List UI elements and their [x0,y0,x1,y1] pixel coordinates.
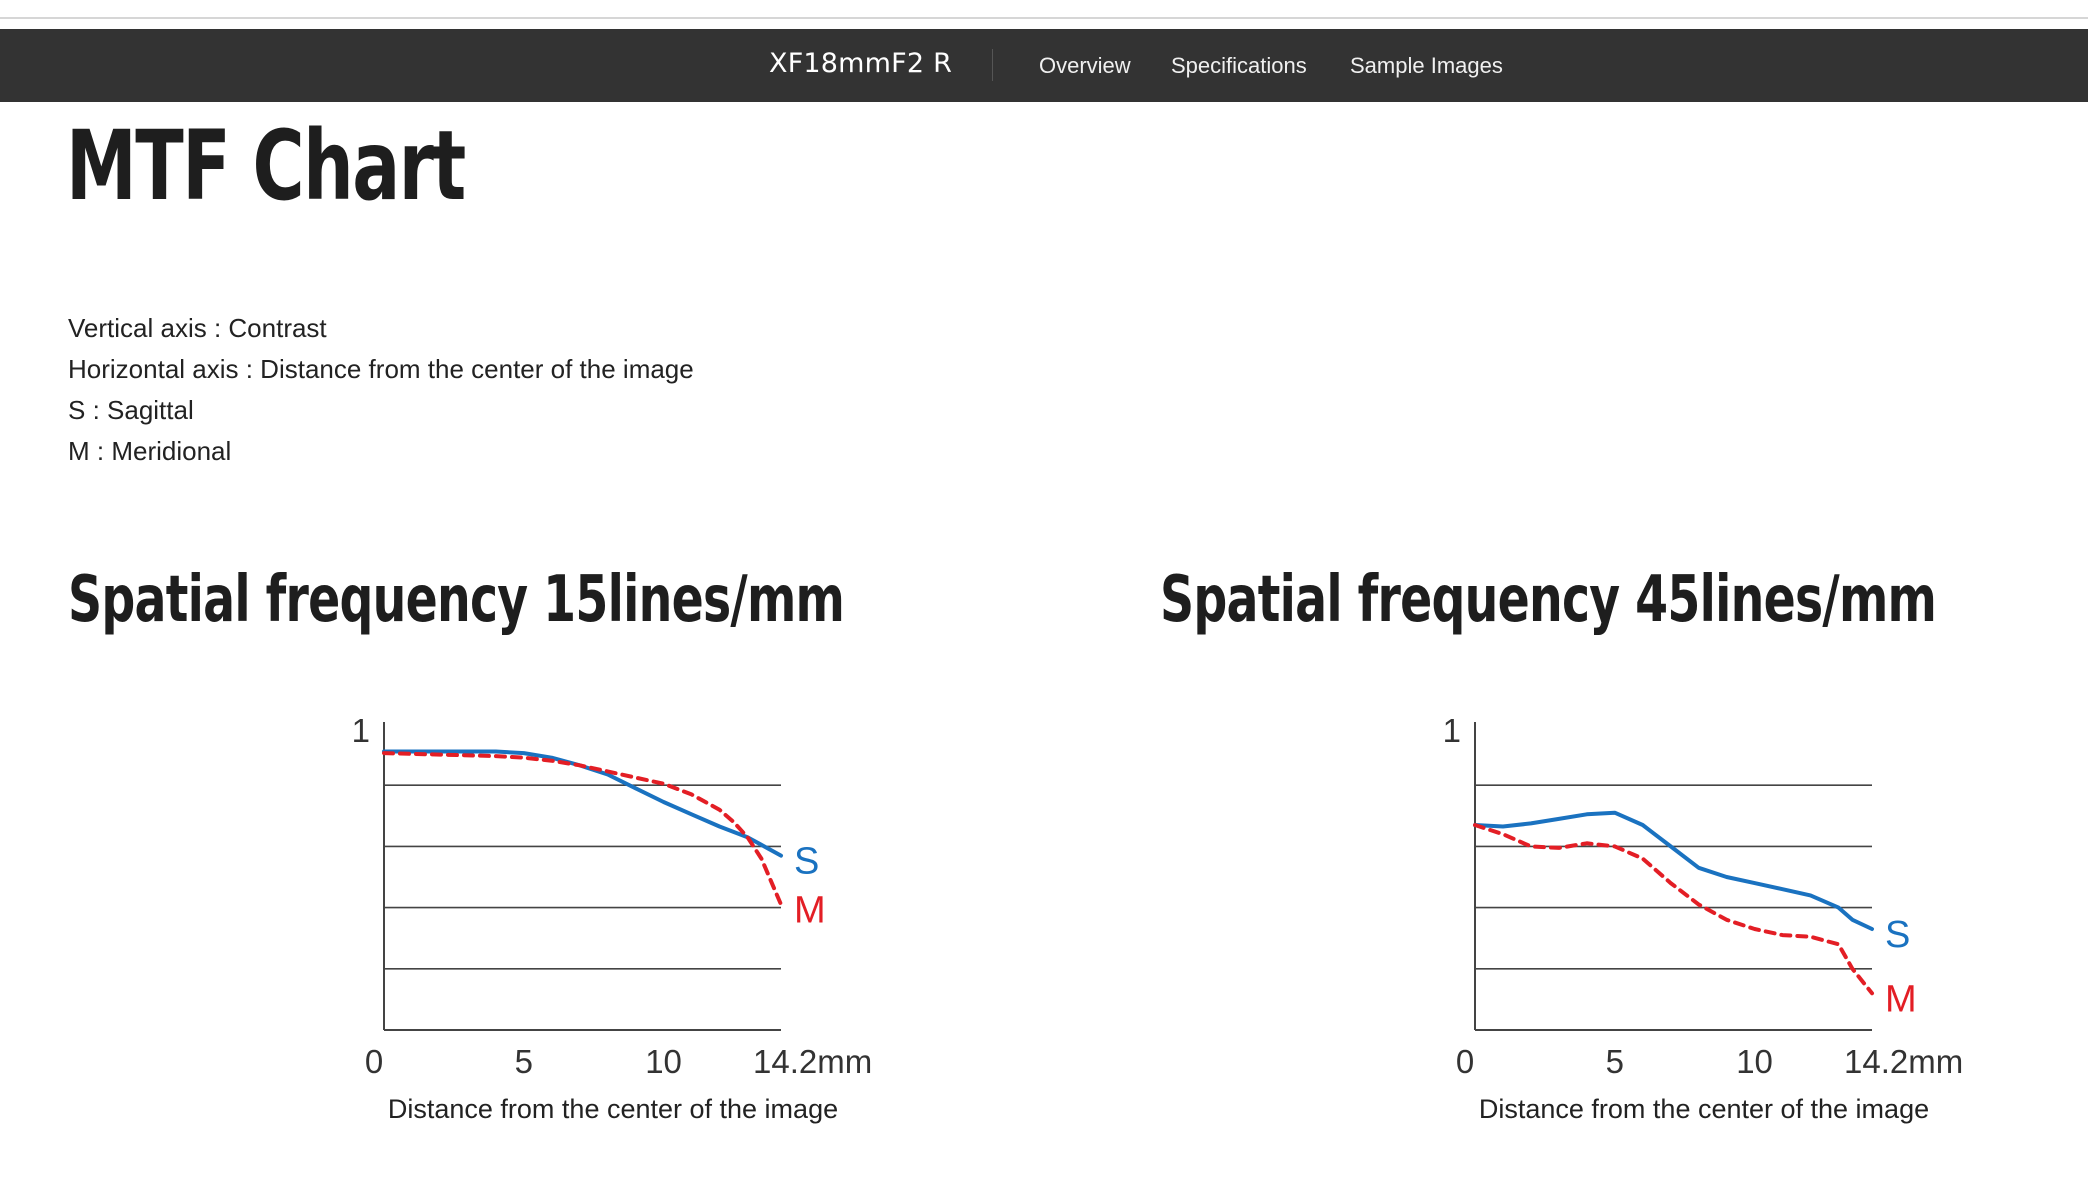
x-tick-label: 10 [645,1043,682,1080]
series-label-s: S [794,841,819,883]
nav-link-sample-images[interactable]: Sample Images [1350,53,1503,78]
product-navbar: XF18mmF2 R Overview Specifications Sampl… [0,29,2088,102]
chart-2-title: Spatial frequency 45lines/mm [1160,563,1937,637]
legend-horizontal-axis: Horizontal axis : Distance from the cent… [68,354,694,384]
legend-meridional: M : Meridional [68,436,232,466]
legend-vertical-axis: Vertical axis : Contrast [68,313,327,343]
mtf-chart-15: 0 5 10 14.2mm 1 SM [352,712,873,1080]
x-tick-label: 5 [1606,1043,1624,1080]
x-tick-label: 14.2mm [1844,1043,1963,1080]
series-label-m: M [794,890,826,932]
axis-legend: Vertical axis : Contrast Horizontal axis… [68,308,694,472]
chart-2-xlabel: Distance from the center of the image [1478,1094,1930,1124]
series-line-m [1473,823,1874,996]
y-tick-label: 1 [1443,712,1461,749]
product-name[interactable]: XF18mmF2 R [769,48,953,79]
x-tick-label: 0 [1456,1043,1474,1080]
chart-1-title: Spatial frequency 15lines/mm [68,563,845,637]
x-tick-label: 0 [365,1043,383,1080]
nav-separator [992,49,993,81]
mtf-chart-45: 0 5 10 14.2mm 1 SM [1443,712,1964,1080]
series-line-s [1473,810,1874,931]
series-label-m: M [1885,978,1917,1020]
chart-1-xlabel: Distance from the center of the image [387,1094,839,1124]
series-line-m [382,751,783,907]
legend-sagittal: S : Sagittal [68,395,194,425]
x-tick-label: 5 [515,1043,533,1080]
series-line-s [382,749,783,858]
nav-link-overview[interactable]: Overview [1039,53,1131,78]
page-title: MTF Chart [66,110,466,222]
y-tick-label: 1 [352,712,370,749]
x-tick-label: 10 [1736,1043,1773,1080]
nav-link-specifications[interactable]: Specifications [1171,53,1307,78]
series-label-s: S [1885,914,1910,956]
x-tick-label: 14.2mm [753,1043,872,1080]
browser-top-strip [0,0,2088,19]
